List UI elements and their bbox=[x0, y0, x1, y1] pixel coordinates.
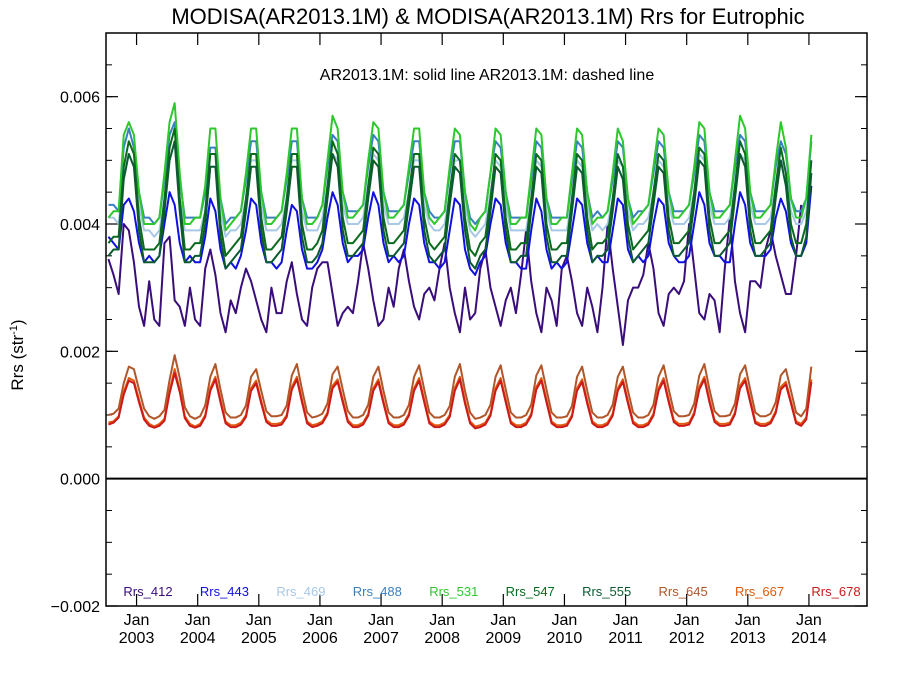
series-group bbox=[107, 102, 813, 430]
x-tick-month: Jan bbox=[613, 612, 639, 629]
x-tick-year: 2005 bbox=[241, 630, 277, 647]
legend: Rrs_412 Rrs_443 Rrs_469 Rrs_488 Rrs_531 Rrs_5… bbox=[123, 584, 860, 599]
series-line-rrs-555 bbox=[107, 140, 813, 270]
x-tick-year: 2003 bbox=[119, 630, 155, 647]
x-tick-year: 2010 bbox=[547, 630, 583, 647]
y-tick-label: 0.006 bbox=[60, 90, 100, 107]
legend-entry-rrs-488: Rrs_488 bbox=[353, 584, 402, 599]
x-tick-year: 2013 bbox=[730, 630, 766, 647]
x-tick-month: Jan bbox=[429, 612, 455, 629]
legend-entry-rrs-443: Rrs_443 bbox=[200, 584, 249, 599]
legend-entry-rrs-547: Rrs_547 bbox=[506, 584, 555, 599]
x-tick-year: 2011 bbox=[608, 630, 643, 647]
chart-title: MODISA(AR2013.1M) & MODISA(AR2013.1M) Rr… bbox=[171, 4, 804, 29]
axes-group: 0.0060.0040.0020.000−0.002Jan2003Jan2004… bbox=[51, 32, 867, 647]
series-line-rrs-547 bbox=[107, 127, 813, 257]
x-tick-month: Jan bbox=[490, 612, 516, 629]
y-axis-label: Rrs (str-1) bbox=[8, 319, 27, 390]
x-tick-year: 2012 bbox=[669, 630, 705, 647]
x-tick-month: Jan bbox=[307, 612, 333, 629]
legend-entry-rrs-667: Rrs_667 bbox=[735, 584, 784, 599]
y-tick-label: −0.002 bbox=[51, 599, 100, 616]
x-tick-year: 2004 bbox=[180, 630, 216, 647]
series-line-rrs-678 bbox=[108, 371, 813, 430]
x-tick-year: 2007 bbox=[363, 630, 399, 647]
x-tick-year: 2009 bbox=[486, 630, 522, 647]
legend-entry-rrs-678: Rrs_678 bbox=[811, 584, 860, 599]
series-line-rrs-412 bbox=[107, 204, 803, 346]
series-line-rrs-645 bbox=[108, 354, 813, 420]
y-tick-label: 0.002 bbox=[60, 344, 100, 361]
plot-frame bbox=[105, 32, 868, 607]
x-tick-year: 2014 bbox=[791, 630, 827, 647]
x-tick-year: 2008 bbox=[424, 630, 460, 647]
legend-entry-rrs-555: Rrs_555 bbox=[582, 584, 631, 599]
x-tick-month: Jan bbox=[185, 612, 211, 629]
x-tick-month: Jan bbox=[246, 612, 272, 629]
legend-entry-rrs-531: Rrs_531 bbox=[429, 584, 478, 599]
y-tick-label: 0.000 bbox=[60, 472, 100, 489]
x-tick-month: Jan bbox=[368, 612, 394, 629]
legend-entry-rrs-645: Rrs_645 bbox=[659, 584, 708, 599]
series-line-rrs-531 bbox=[107, 102, 813, 232]
legend-entry-rrs-469: Rrs_469 bbox=[276, 584, 325, 599]
x-tick-year: 2006 bbox=[302, 630, 338, 647]
legend-entry-rrs-412: Rrs_412 bbox=[123, 584, 172, 599]
x-tick-month: Jan bbox=[796, 612, 822, 629]
x-tick-month: Jan bbox=[552, 612, 578, 629]
y-tick-label: 0.004 bbox=[60, 217, 100, 234]
x-tick-month: Jan bbox=[124, 612, 150, 629]
chart-annotation: AR2013.1M: solid line AR2013.1M: dashed … bbox=[320, 67, 655, 84]
x-tick-month: Jan bbox=[674, 612, 700, 629]
x-tick-month: Jan bbox=[735, 612, 761, 629]
